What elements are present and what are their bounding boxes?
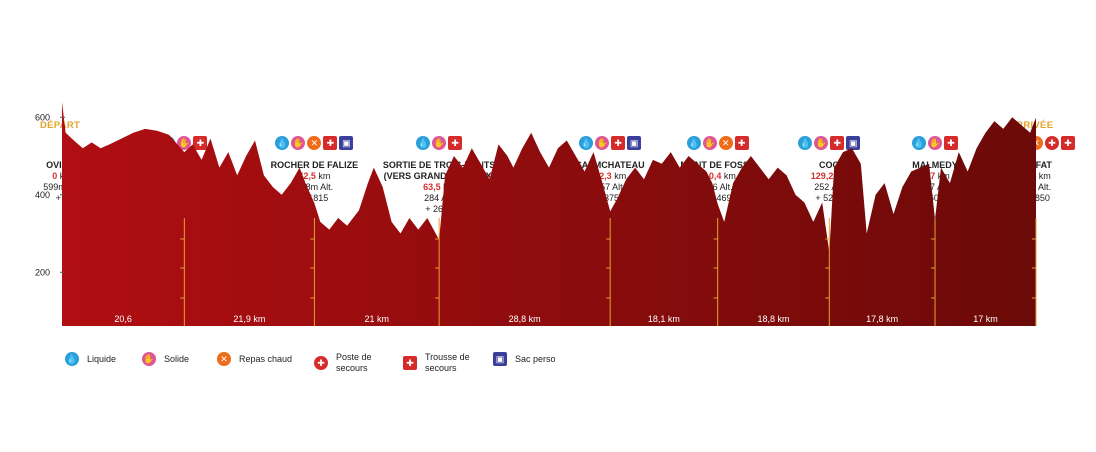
trousse-icon: ✚ bbox=[734, 136, 749, 150]
station-elevation-gain: + 2650 bbox=[425, 204, 454, 214]
station-altitude: 357 Alt. bbox=[595, 182, 626, 192]
station-name: COO bbox=[819, 160, 840, 170]
elevation-area bbox=[62, 101, 1036, 326]
segment-distance-label: 18,8 km bbox=[757, 314, 789, 324]
liquide-icon: 💧 bbox=[275, 136, 290, 150]
y-tick-label: 600 bbox=[35, 112, 50, 122]
segment-distance-label: 17 km bbox=[973, 314, 998, 324]
liquide-icon: 💧 bbox=[65, 352, 79, 366]
station-name: SALMCHATEAU bbox=[575, 160, 645, 170]
station-elevation-gain: + 5244 bbox=[815, 193, 844, 203]
trousse-icon: ✚ bbox=[611, 136, 626, 150]
liquide-icon: 💧 bbox=[416, 136, 431, 150]
station-altitude: 378m Alt. bbox=[295, 182, 334, 192]
station-3: 💧 ✋ ✚ SORTIE DE TROIS-PONTS (VERS GRAND HAL… bbox=[364, 136, 514, 215]
station-name: SORTIE DE TROIS-PONTS (VERS GRAND HALLEU… bbox=[382, 160, 496, 181]
solide-icon: ✋ bbox=[595, 136, 610, 150]
station-name: ROCHER DE FALIZE bbox=[270, 160, 359, 170]
station-km: 42,5 km bbox=[298, 171, 331, 181]
trousse-icon: ✚ bbox=[944, 136, 959, 150]
sac-icon: ▣ bbox=[846, 136, 861, 150]
legend-item-repas: ✕ Repas chaud bbox=[217, 352, 292, 366]
solide-icon: ✋ bbox=[177, 136, 192, 150]
station-name: MALMEDY bbox=[912, 160, 958, 170]
finish-label: ARRIVÉE bbox=[1009, 120, 1054, 131]
segment-distance-label: 21,9 km bbox=[233, 314, 265, 324]
trousse-icon: ✚ bbox=[1061, 136, 1075, 150]
station-elevation-gain: + 0 bbox=[55, 193, 69, 203]
station-5: 💧 ✋ ✕ ✚ MONT DE FOSSE 110,4 km 376 Alt. + 4469 bbox=[643, 136, 793, 204]
station-icons: 💧 ✋ ✕ ✚ ▣ bbox=[239, 136, 389, 152]
legend-item-liquide: 💧 Liquide bbox=[65, 352, 116, 366]
sac-icon: ▣ bbox=[493, 352, 507, 366]
station-icons: 💧✋✚ bbox=[364, 136, 514, 152]
poste-icon: ✚ bbox=[314, 356, 328, 370]
station-km-value: 92,3 bbox=[594, 171, 612, 181]
segment-distance-label: 28,8 km bbox=[509, 314, 541, 324]
station-icons: 💧 ✋ ✚ ▣ bbox=[754, 136, 904, 152]
liquide-icon: 💧 bbox=[579, 136, 594, 150]
station-km: 110,4 km bbox=[699, 171, 736, 181]
legend-item-solide: ✋ Solide bbox=[142, 352, 189, 366]
legend-item-sac: ▣ Sac perso bbox=[493, 352, 556, 366]
solide-icon: ✋ bbox=[142, 352, 156, 366]
segment-distance-label: 18,1 km bbox=[648, 314, 680, 324]
legend-label: Solide bbox=[164, 353, 190, 364]
solide-icon: ✋ bbox=[814, 136, 829, 150]
station-elevation-gain: + 1815 bbox=[300, 193, 329, 203]
station-km-value: 42,5 bbox=[298, 171, 316, 181]
sac-icon: ▣ bbox=[339, 136, 354, 150]
segment-distance-label: 21 km bbox=[365, 314, 390, 324]
trousse-icon: ✚ bbox=[403, 356, 417, 370]
station-altitude: 252 Alt. bbox=[814, 182, 845, 192]
repas-icon: ✕ bbox=[307, 136, 322, 150]
station-km: 92,3 km bbox=[594, 171, 627, 181]
station-elevation-gain: + 4469 bbox=[703, 193, 732, 203]
segment-distance-label: 17,8 km bbox=[866, 314, 898, 324]
solide-icon: ✋ bbox=[928, 136, 943, 150]
station-elevation-gain: + 3759 bbox=[596, 193, 625, 203]
start-label: DÉPART bbox=[40, 120, 81, 131]
trousse-icon: ✚ bbox=[193, 136, 208, 150]
legend-label: Liquide bbox=[87, 353, 117, 364]
repas-icon: ✕ bbox=[718, 136, 733, 150]
y-tick-label: 400 bbox=[35, 190, 50, 200]
station-elevation-gain: + 6040 bbox=[921, 193, 949, 203]
station-icons: 💧✋✚ bbox=[860, 136, 1010, 152]
liquide-icon: 💧 bbox=[912, 136, 927, 150]
trousse-icon: ✚ bbox=[830, 136, 845, 150]
y-tick-label: 200 bbox=[35, 267, 50, 277]
trousse-icon: ✚ bbox=[448, 136, 463, 150]
station-km-value: 110,4 bbox=[699, 171, 722, 181]
liquide-icon: 💧 bbox=[686, 136, 701, 150]
station-altitude: 337 Alt. bbox=[920, 182, 951, 192]
solide-icon: ✋ bbox=[702, 136, 717, 150]
solide-icon: ✋ bbox=[291, 136, 306, 150]
trousse-icon: ✚ bbox=[323, 136, 338, 150]
station-icons: 💧 ✋ ✚ ▣ bbox=[535, 136, 685, 152]
station-icons: 💧 ✋ ✕ ✚ bbox=[643, 136, 793, 152]
legend-label: Trousse de secours bbox=[425, 352, 470, 373]
legend-label: Repas chaud bbox=[239, 353, 293, 364]
station-altitude: 284 Alt. bbox=[424, 193, 455, 203]
repas-icon: ✕ bbox=[217, 352, 231, 366]
station-4: 💧 ✋ ✚ ▣ SALMCHATEAU 92,3 km 357 Alt. + 3759 bbox=[535, 136, 685, 204]
segment-distance-label: 20,6 bbox=[114, 314, 132, 324]
station-altitude: 376 Alt. bbox=[702, 182, 733, 192]
station-2: 💧 ✋ ✕ ✚ ▣ ROCHER DE FALIZE 42,5 km 378m Alt. + 1… bbox=[239, 136, 389, 204]
station-km-value: 0 bbox=[52, 171, 58, 181]
legend-label: Poste de secours bbox=[336, 352, 372, 373]
station-name: MONT DE FOSSE bbox=[680, 160, 755, 170]
station-km-value: 63,5 bbox=[423, 182, 441, 192]
poste-icon: ✚ bbox=[1045, 136, 1059, 150]
liquide-icon: 💧 bbox=[798, 136, 813, 150]
sac-icon: ▣ bbox=[627, 136, 642, 150]
legend-label: Sac perso bbox=[515, 353, 556, 364]
legend-item-trousse: ✚ Trousse de secours bbox=[403, 352, 470, 374]
legend-item-poste: ✚ Poste de secours bbox=[314, 352, 381, 374]
station-km-value: 129,2 bbox=[810, 171, 834, 181]
solide-icon: ✋ bbox=[432, 136, 447, 150]
